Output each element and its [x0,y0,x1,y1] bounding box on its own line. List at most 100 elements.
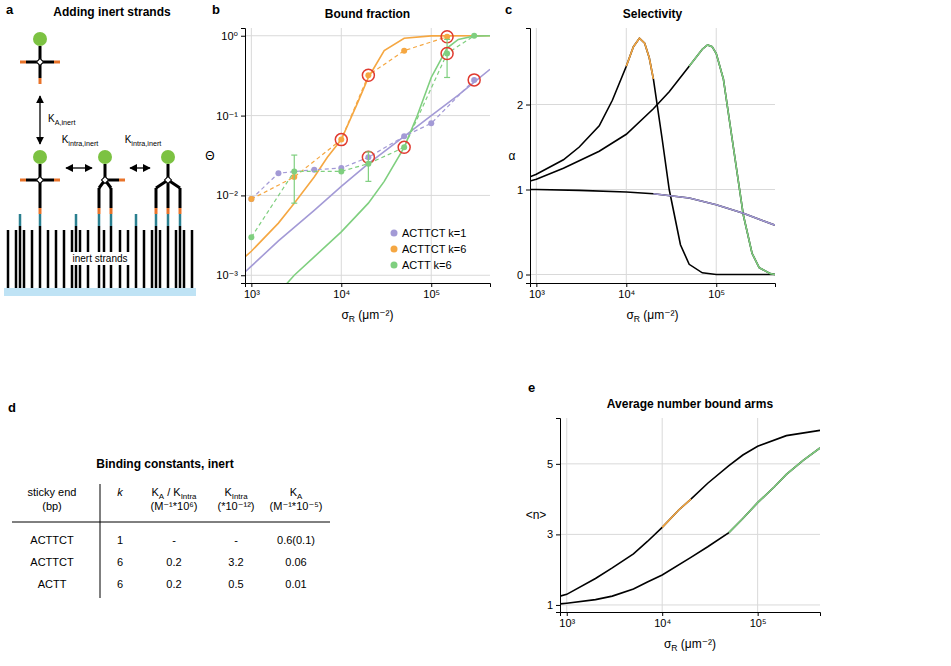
table-cell: 0.5 [228,578,243,590]
grid-line [251,28,252,283]
grid-line [245,115,490,116]
column-header: (*10⁻¹²) [218,500,255,512]
tick: 10⁻¹ [216,110,245,122]
data-point [471,77,477,83]
column-header: (bp) [42,500,62,512]
arm [167,188,170,208]
table-cell: 0.01 [285,578,306,590]
panel-label: e [528,380,535,395]
series-line [278,36,490,283]
axis: 10³ 10⁴ 10⁵ [529,283,776,300]
tick-mark [536,283,537,287]
table: dBinding constants, inertsticky end(bp)k… [8,400,330,598]
column-header: sticky end [28,486,77,498]
core [164,176,171,183]
diagram-title: Adding inert strands [53,5,171,19]
arm [119,179,125,182]
chart-panel: 10³10⁴10⁵135Average number bound armseσR… [526,380,821,653]
tick-mark [526,190,530,191]
axis-line [241,29,246,284]
axis-title-part: (μm⁻²) [678,637,717,651]
series-line [251,80,474,199]
data-point [444,50,450,56]
tick-label: 10⁻³ [216,269,238,281]
tick: 10⁵ [708,283,725,300]
error-cap [365,151,371,152]
table-cell: 0.6(0.1) [277,534,315,546]
table-rule [100,484,101,598]
column-header: KA [290,486,303,501]
inert-strand [7,230,10,288]
dye [33,150,47,164]
plot-area [560,430,820,604]
tick-label: 10⁻¹ [216,110,238,122]
tick-mark [526,275,530,276]
column-header-part: k [117,486,123,498]
error-cap [291,203,297,204]
arm [155,188,158,208]
core [101,176,108,183]
tick-label: 10⁵ [708,288,725,300]
arm [54,61,60,64]
table-rule [12,522,330,523]
arm [110,208,113,214]
data-point [444,34,450,40]
tick: 5 [547,458,560,470]
tick-mark [431,283,432,287]
tick: 10³ [559,612,575,629]
arm [98,208,101,214]
tick: 10³ [529,283,545,300]
table-cell: - [172,534,176,546]
grid-line [245,275,490,276]
grid-line [716,28,717,283]
data-point [338,137,344,143]
data-point [428,120,434,126]
core [36,58,43,65]
tick: 10⁴ [618,283,635,300]
receptor-end [110,214,113,226]
arm [179,208,182,214]
tick-label: 5 [547,458,553,470]
axis-line [526,29,531,284]
equilibrium-arrow [66,167,92,168]
tick-mark [626,283,627,287]
inert-strand [175,230,178,288]
diagram: aAdding inert strandsKA,inertKintra,iner… [4,2,196,296]
axis-line [561,613,821,617]
tick: 1 [547,599,560,611]
dye [98,150,112,164]
table-cell: 6 [117,556,123,568]
tick-label: 10³ [529,288,545,300]
arm [167,208,170,214]
column-header: KIntra [224,486,248,501]
table-cell: ACTTCT [30,534,74,546]
inert-strand [183,230,186,288]
data-point [471,33,477,39]
arm [98,188,101,208]
data-point [401,48,407,54]
chart-panel: 10³10⁴10⁵012SelectivitycσR (μm⁻²)α [505,2,776,324]
series-line [245,69,490,272]
column-header: (M⁻¹*10⁻⁵) [270,500,323,512]
tick-label: 10⁴ [654,617,671,629]
tick-label: 2 [517,99,523,111]
legend-label: ACTT k=6 [402,259,452,271]
tick: 10⁴ [654,612,671,629]
tick: 10⁻² [216,189,245,201]
error-cap [444,77,450,78]
tick-label: 10⁻² [216,189,238,201]
series-line [530,190,775,226]
tick-mark [556,534,560,535]
legend-label: ACTTCT k=6 [402,243,466,255]
arm [155,208,158,214]
arm [39,78,42,84]
figure: 10³10⁴10⁵10⁻³10⁻²10⁻¹10⁰Bound fractionbσ… [0,0,951,666]
receptor-end [167,214,170,226]
axis: 10⁻³10⁻²10⁻¹10⁰ [216,29,245,284]
receptor-strand [167,226,170,288]
data-point [401,133,407,139]
error-cap [444,39,450,40]
receptor-end [135,214,138,226]
tick-label: 0 [517,269,523,281]
tick-mark [251,283,252,287]
